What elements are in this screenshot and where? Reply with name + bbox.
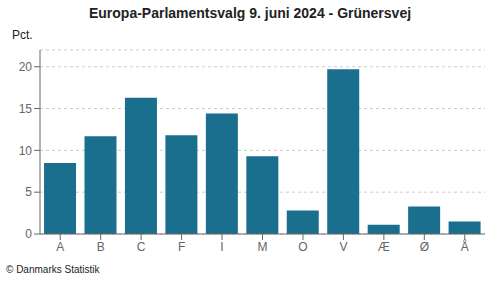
svg-text:Æ: Æ xyxy=(378,240,390,254)
svg-text:O: O xyxy=(298,240,307,254)
svg-text:15: 15 xyxy=(19,102,33,116)
html-text:© Danmarks Statistik: © Danmarks Statistik xyxy=(6,264,100,275)
svg-text:Ø: Ø xyxy=(420,240,429,254)
svg-text:I: I xyxy=(220,240,223,254)
svg-text:5: 5 xyxy=(25,185,32,199)
svg-text:B: B xyxy=(97,240,105,254)
svg-text:F: F xyxy=(178,240,185,254)
svg-text:A: A xyxy=(56,240,64,254)
html-text:Pct.: Pct. xyxy=(12,28,33,42)
svg-text:10: 10 xyxy=(19,144,33,158)
svg-text:20: 20 xyxy=(19,60,33,74)
html-text:Europa-Parlamentsvalg 9. juni: Europa-Parlamentsvalg 9. juni 2024 - Grü… xyxy=(88,5,412,21)
svg-text:C: C xyxy=(137,240,146,254)
svg-text:V: V xyxy=(339,240,347,254)
svg-text:M: M xyxy=(258,240,268,254)
svg-text:0: 0 xyxy=(25,227,32,241)
svg-text:Å: Å xyxy=(461,239,469,254)
